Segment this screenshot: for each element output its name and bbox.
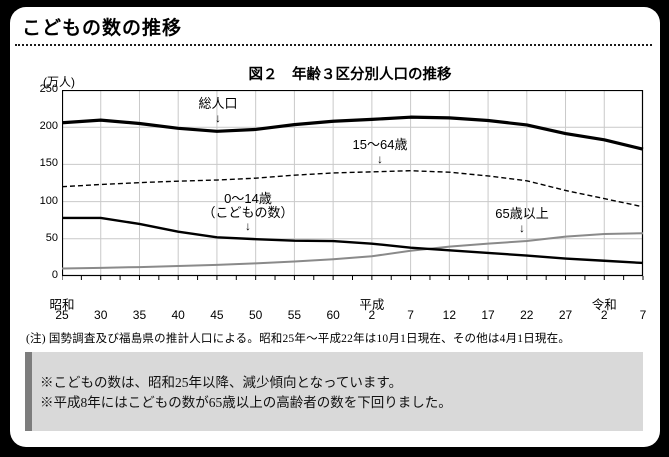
summary-box: ※こどもの数は、昭和25年以降、減少傾向となっています。 ※平成8年にはこどもの… [25,352,643,431]
chart-title: 図２ 年齢３区分別人口の推移 [248,67,452,83]
era-label-heisei: 平成 [359,298,385,312]
annotation-label: 総人口 [198,96,238,111]
down-arrow-icon: ↓ [245,219,251,234]
down-arrow-icon: ↓ [215,110,221,125]
y-axis-tick-label: 0 [51,269,58,281]
summary-accent-bar [25,352,32,431]
y-axis-tick-label: 50 [45,231,58,244]
page-card: こどもの数の推移 図２ 年齢３区分別人口の推移 (万人) 250 200 150… [10,7,660,447]
x-axis-tick-label: 22 [520,308,534,322]
x-axis-tick-label: 35 [132,308,147,322]
y-axis-unit-label: (万人) [43,75,75,89]
x-axis-tick-label: 27 [558,308,573,322]
annotation-label: 15〜64歳 [352,137,408,152]
annotation-elderly: 65歳以上 ↓ [477,207,567,234]
x-axis-tick-label: 45 [210,308,224,322]
annotation-total-population: 総人口 ↓ [173,97,263,124]
population-line-chart: 図２ 年齢３区分別人口の推移 (万人) 250 200 150 100 50 0… [10,7,660,347]
x-axis-tick-label: 60 [326,308,340,322]
x-axis-tick-label: 7 [639,308,647,322]
plot-area [62,90,644,280]
era-label-reiwa: 令和 [591,298,617,312]
summary-text: ※こどもの数は、昭和25年以降、減少傾向となっています。 ※平成8年にはこどもの… [40,373,635,414]
era-label-showa: 昭和 [49,298,75,312]
annotation-label: 65歳以上 [495,206,549,221]
x-axis-tick-label: 7 [407,308,414,322]
summary-line-2: ※平成8年にはこどもの数が65歳以上の高齢者の数を下回りました。 [40,395,452,411]
x-axis-tick-label: 25 [55,308,69,322]
dotted-divider [15,44,652,46]
page-title: こどもの数の推移 [22,18,183,39]
down-arrow-icon: ↓ [377,151,383,166]
annotation-label-line2: （こどもの数） [202,204,294,220]
annotation-label: 0〜14歳 [224,191,272,206]
source-note: (注) 国勢調査及び福島県の推計人口による。昭和25年〜平成22年は10月1日現… [26,333,571,345]
y-axis-tick-label: 100 [39,194,58,207]
y-axis-tick-label: 200 [39,120,58,133]
x-axis-tick-label: 2 [600,308,608,322]
y-axis-tick-label: 150 [39,157,58,170]
x-axis-tick-label: 55 [287,308,302,322]
x-axis-tick-label: 30 [94,308,108,322]
y-axis-tick-label: 250 [39,83,58,95]
x-axis-tick-label: 40 [171,308,185,322]
x-axis-tick-label: 12 [442,308,456,322]
x-axis-tick-label: 50 [248,308,263,322]
x-axis-tick-label: 17 [481,308,495,322]
x-axis-tick-label: 2 [368,308,376,322]
annotation-children: 0〜14歳 （こどもの数） ↓ [188,192,308,233]
annotation-working-age: 15〜64歳 ↓ [330,138,430,165]
down-arrow-icon: ↓ [519,220,525,235]
summary-line-1: ※こどもの数は、昭和25年以降、減少傾向となっています。 [40,375,403,390]
